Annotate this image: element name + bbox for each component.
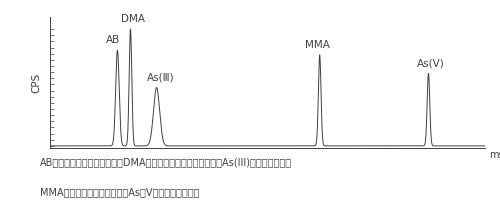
Text: As(Ⅲ): As(Ⅲ) (147, 73, 174, 83)
Text: As(Ⅴ): As(Ⅴ) (417, 59, 444, 69)
Text: AB：アルセノベタイン　　　DMA：ジメチルアルシン酸　　　As(III)：三酸化二ヒ素: AB：アルセノベタイン DMA：ジメチルアルシン酸 As(III)：三酸化二ヒ素 (40, 157, 292, 167)
Text: MMA：メチルアルソン酸　　As（V）：五酸化二ヒ素: MMA：メチルアルソン酸 As（V）：五酸化二ヒ素 (40, 187, 200, 198)
Text: DMA: DMA (120, 14, 144, 24)
Text: AB: AB (106, 36, 120, 46)
Text: ms: ms (490, 150, 500, 160)
Text: MMA: MMA (305, 40, 330, 50)
Y-axis label: CPS: CPS (31, 73, 41, 93)
